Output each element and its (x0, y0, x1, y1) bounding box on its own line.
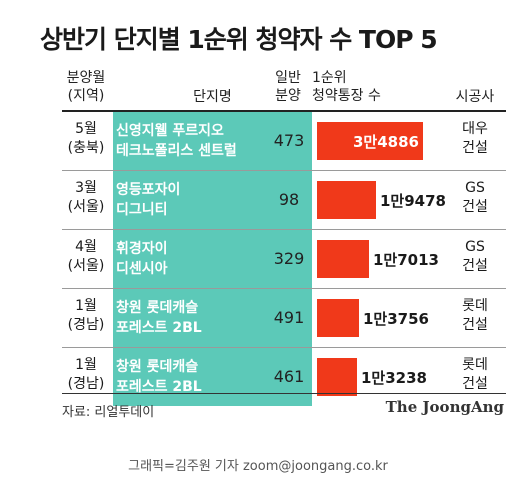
builder-line: 건설 (462, 258, 488, 274)
builder-line: 대우 (462, 121, 488, 137)
complex-highlight (113, 112, 312, 170)
builder-line: 건설 (462, 376, 488, 392)
header-builder: 시공사 (455, 89, 495, 105)
row-region: 5월 (충북) (62, 120, 110, 158)
complex-highlight (113, 171, 312, 229)
row-builder: GS 건설 (444, 238, 506, 276)
row-month: 1월 (75, 357, 97, 373)
complex-name-line: 포레스트 2BL (116, 379, 202, 395)
header-applicants: 1순위 청약통장 수 (312, 70, 381, 104)
applicant-label: 1만3238 (361, 369, 427, 387)
complex-highlight (113, 348, 312, 406)
header-rule (62, 110, 506, 112)
row-region-name: (경남) (67, 317, 105, 333)
applicant-bar (317, 122, 423, 160)
header-region: 분양월 (지역) (66, 70, 106, 104)
table-row: 3월 (서울) 영등포자이 디그니티 98 1만9478 GS 건설 (62, 171, 506, 229)
complex-name-line: 신영지웰 푸르지오 (116, 123, 224, 139)
complex-name-line: 창원 롯데캐슬 (116, 300, 199, 316)
row-region-name: (서울) (67, 258, 105, 274)
builder-line: GS (465, 239, 485, 255)
builder-line: 건설 (462, 199, 488, 215)
applicant-bar (317, 299, 359, 337)
row-builder: GS 건설 (444, 179, 506, 217)
publisher-logo: The JoongAng (385, 398, 504, 416)
row-supply: 473 (273, 131, 305, 150)
complex-name-line: 휘경자이 (116, 241, 168, 257)
applicant-label: 1만7013 (373, 251, 439, 269)
chart-title: 상반기 단지별 1순위 청약자 수 TOP 5 (40, 25, 438, 54)
row-region: 4월 (서울) (62, 238, 110, 276)
row-supply: 491 (273, 308, 305, 327)
complex-name-line: 테크노폴리스 센트럴 (116, 143, 237, 159)
row-month: 1월 (75, 298, 97, 314)
complex-name-line: 영등포자이 (116, 182, 181, 198)
row-supply: 98 (278, 190, 300, 209)
complex-name-line: 디그니티 (116, 202, 168, 218)
complex-name-line: 디센시아 (116, 261, 168, 277)
table-row: 1월 (경남) 창원 롯데캐슬 포레스트 2BL 491 1만3756 롯데 건설 (62, 289, 506, 347)
row-region: 1월 (경남) (62, 297, 110, 335)
row-supply: 461 (273, 367, 305, 386)
row-region: 3월 (서울) (62, 179, 110, 217)
applicant-label: 1만9478 (380, 192, 446, 210)
complex-name-line: 창원 롯데캐슬 (116, 359, 199, 375)
row-divider (62, 288, 506, 289)
row-region-name: (충북) (67, 140, 105, 156)
header-complex: 단지명 (193, 89, 232, 105)
complex-name-line: 포레스트 2BL (116, 320, 202, 336)
graphic-credit: 그래픽=김주원 기자 zoom@joongang.co.kr (128, 459, 388, 474)
row-divider (62, 229, 506, 230)
header-supply: 일반 분양 (275, 70, 301, 104)
row-month: 4월 (75, 239, 97, 255)
builder-line: 롯데 (462, 357, 488, 373)
row-month: 5월 (75, 121, 97, 137)
builder-line: 건설 (462, 140, 488, 156)
builder-line: 건설 (462, 317, 488, 333)
complex-highlight (113, 289, 312, 347)
builder-line: GS (465, 180, 485, 196)
bottom-rule (62, 393, 506, 394)
row-supply: 329 (273, 249, 305, 268)
source-note: 자료: 리얼투데이 (62, 405, 155, 420)
table-row: 4월 (서울) 휘경자이 디센시아 329 1만7013 GS 건설 (62, 230, 506, 288)
applicant-label: 1만3756 (363, 310, 429, 328)
builder-line: 롯데 (462, 298, 488, 314)
row-month: 3월 (75, 180, 97, 196)
row-region-name: (서울) (67, 199, 105, 215)
row-divider (62, 347, 506, 348)
applicant-bar (317, 181, 376, 219)
applicant-bar (317, 358, 357, 396)
complex-highlight (113, 230, 312, 288)
row-divider (62, 170, 506, 171)
row-region: 1월 (경남) (62, 356, 110, 394)
row-region-name: (경남) (67, 376, 105, 392)
table-row: 1월 (경남) 창원 롯데캐슬 포레스트 2BL 461 1만3238 롯데 건설 (62, 348, 506, 406)
applicant-bar (317, 240, 369, 278)
table-row: 5월 (충북) 신영지웰 푸르지오 테크노폴리스 센트럴 473 3만4886 대우 건설 (62, 112, 506, 170)
row-complex-name: 휘경자이 디센시아 (116, 239, 316, 279)
applicant-label: 3만4886 (353, 133, 419, 151)
